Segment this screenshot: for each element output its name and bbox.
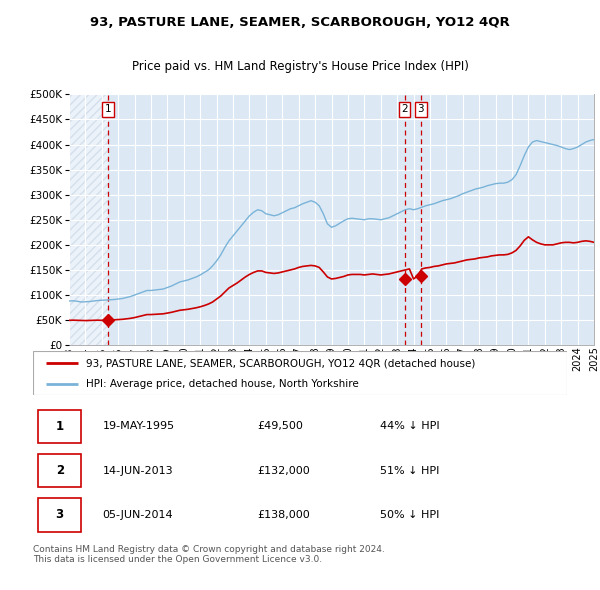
- Text: 1: 1: [56, 419, 64, 432]
- Bar: [69, 94, 108, 345]
- Text: Price paid vs. HM Land Registry's House Price Index (HPI): Price paid vs. HM Land Registry's House …: [131, 60, 469, 73]
- Text: 50% ↓ HPI: 50% ↓ HPI: [380, 510, 439, 520]
- Text: 05-JUN-2014: 05-JUN-2014: [103, 510, 173, 520]
- FancyBboxPatch shape: [38, 454, 81, 487]
- FancyBboxPatch shape: [33, 351, 567, 395]
- FancyBboxPatch shape: [38, 498, 81, 532]
- Text: 2: 2: [401, 104, 408, 114]
- Text: 51% ↓ HPI: 51% ↓ HPI: [380, 466, 439, 476]
- Bar: [69, 94, 108, 345]
- Text: £132,000: £132,000: [257, 466, 310, 476]
- Text: Contains HM Land Registry data © Crown copyright and database right 2024.
This d: Contains HM Land Registry data © Crown c…: [33, 545, 385, 565]
- Text: 19-MAY-1995: 19-MAY-1995: [103, 421, 175, 431]
- Text: 14-JUN-2013: 14-JUN-2013: [103, 466, 173, 476]
- Text: HPI: Average price, detached house, North Yorkshire: HPI: Average price, detached house, Nort…: [86, 379, 359, 389]
- FancyBboxPatch shape: [38, 409, 81, 442]
- Text: £49,500: £49,500: [257, 421, 303, 431]
- Text: 3: 3: [417, 104, 424, 114]
- Text: 3: 3: [56, 509, 64, 522]
- Text: 93, PASTURE LANE, SEAMER, SCARBOROUGH, YO12 4QR (detached house): 93, PASTURE LANE, SEAMER, SCARBOROUGH, Y…: [86, 359, 476, 368]
- Text: £138,000: £138,000: [257, 510, 310, 520]
- Text: 93, PASTURE LANE, SEAMER, SCARBOROUGH, YO12 4QR: 93, PASTURE LANE, SEAMER, SCARBOROUGH, Y…: [90, 16, 510, 29]
- Text: 1: 1: [105, 104, 112, 114]
- Text: 44% ↓ HPI: 44% ↓ HPI: [380, 421, 440, 431]
- Text: 2: 2: [56, 464, 64, 477]
